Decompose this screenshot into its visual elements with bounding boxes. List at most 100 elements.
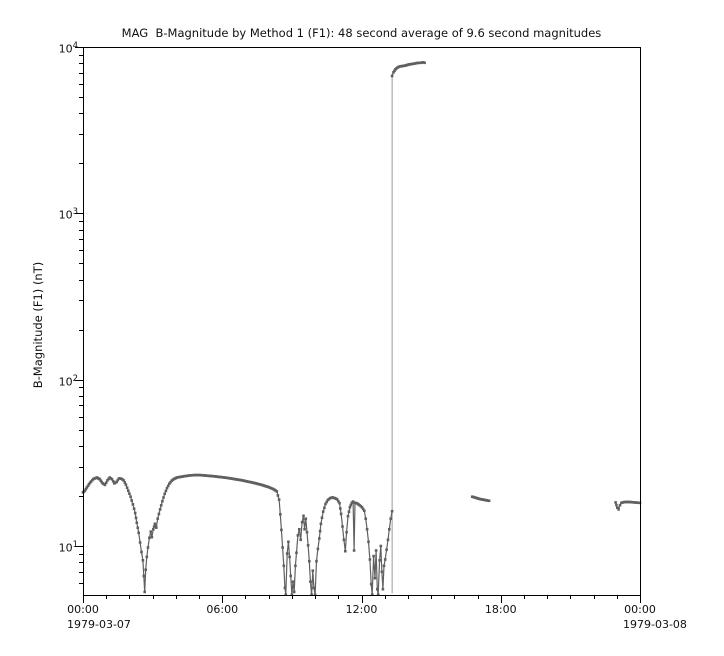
data-point	[142, 574, 146, 578]
chart-title: MAG B-Magnitude by Method 1 (F1): 48 sec…	[121, 26, 602, 40]
data-point	[369, 582, 373, 586]
data-point	[107, 477, 110, 481]
data-point	[140, 550, 143, 554]
data-point	[388, 528, 391, 531]
data-point	[282, 564, 286, 568]
data-point	[349, 503, 353, 507]
data-point	[308, 559, 311, 563]
data-point	[98, 477, 101, 481]
data-point	[376, 593, 380, 596]
data-point	[302, 514, 305, 518]
data-point	[161, 499, 164, 503]
data-point	[290, 593, 294, 596]
data-point	[365, 528, 369, 531]
data-point	[288, 555, 291, 559]
data-point	[421, 61, 425, 64]
data-point	[380, 570, 384, 574]
data-point	[115, 480, 118, 484]
data-point	[390, 509, 394, 513]
data-point	[276, 494, 280, 497]
x-tick-label: 18:00	[484, 603, 517, 616]
data-point	[300, 520, 304, 524]
data-point	[341, 525, 344, 528]
data-point	[144, 568, 147, 571]
series-segment-end-of-day	[614, 500, 642, 511]
data-point	[618, 503, 622, 507]
y-tick-label: 103	[58, 207, 78, 223]
data-point	[150, 535, 154, 539]
data-point	[157, 512, 161, 516]
data-point	[614, 501, 617, 504]
data-point	[385, 548, 388, 551]
data-point	[281, 546, 284, 549]
data-point	[133, 511, 137, 515]
data-point	[381, 587, 385, 591]
data-point	[368, 558, 372, 561]
data-point	[338, 501, 341, 505]
data-point	[344, 549, 347, 553]
data-point	[294, 564, 297, 568]
data-point	[382, 564, 386, 568]
data-point	[378, 559, 381, 562]
data-point	[165, 486, 169, 490]
data-point	[298, 528, 301, 531]
data-point	[361, 507, 365, 511]
data-point	[295, 551, 298, 555]
data-point	[162, 496, 165, 499]
data-point	[325, 500, 328, 504]
y-tick-label: 102	[58, 373, 78, 389]
data-point	[148, 536, 151, 540]
data-point	[617, 508, 620, 511]
data-point	[304, 517, 308, 520]
data-point	[100, 480, 103, 484]
data-point	[283, 586, 287, 590]
data-point	[342, 538, 346, 542]
data-point	[291, 580, 295, 583]
y-tick-label: 101	[58, 540, 78, 555]
data-point	[280, 528, 283, 532]
data-point	[373, 576, 377, 580]
data-point	[306, 544, 310, 547]
data-point	[393, 69, 396, 73]
data-point	[159, 504, 163, 507]
x-tick-label: 06:00	[206, 603, 239, 616]
data-point	[337, 499, 340, 503]
data-point	[335, 498, 339, 501]
data-point	[383, 558, 387, 561]
data-point	[324, 502, 327, 506]
data-point	[152, 528, 155, 531]
data-point	[289, 574, 292, 578]
data-point	[374, 549, 378, 552]
data-point	[149, 530, 153, 533]
y-tick-label: 104	[58, 41, 78, 56]
data-point	[134, 516, 138, 520]
data-point	[284, 593, 288, 596]
data-point	[99, 479, 102, 482]
data-point	[169, 480, 172, 484]
plot-box	[83, 47, 641, 596]
data-point	[275, 490, 279, 493]
data-point	[299, 538, 302, 542]
data-point	[339, 512, 343, 516]
data-point	[320, 516, 324, 519]
data-point	[116, 478, 120, 482]
data-point	[351, 500, 355, 503]
data-point	[110, 477, 114, 481]
data-point	[103, 483, 107, 487]
data-point	[135, 521, 139, 524]
data-point	[83, 489, 87, 492]
data-point	[132, 507, 136, 510]
data-point	[311, 569, 315, 572]
data-point	[392, 71, 395, 74]
data-point	[279, 513, 282, 516]
series-high-field-spike	[390, 61, 426, 78]
data-point	[316, 547, 320, 551]
data-point	[376, 587, 379, 591]
data-point	[84, 487, 88, 491]
data-point	[390, 74, 394, 78]
data-point	[360, 506, 364, 509]
data-point	[152, 525, 156, 528]
data-point	[313, 593, 317, 596]
data-point	[146, 546, 150, 549]
